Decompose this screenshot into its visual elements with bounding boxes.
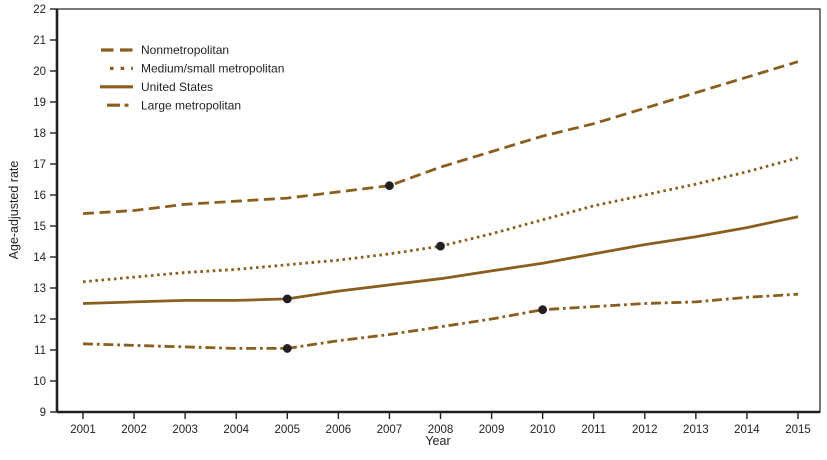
x-tick-label: 2012 [632,424,658,436]
y-tick-label: 19 [33,97,46,109]
y-tick-label: 9 [40,407,46,419]
y-tick-label: 16 [33,190,46,202]
joinpoint-marker-large-metropolitan-2010 [538,305,548,315]
y-tick-label: 15 [33,221,46,233]
x-tick-label: 2010 [530,424,556,436]
legend-label-united-states: United States [141,80,213,94]
legend-label-large-metropolitan: Large metropolitan [141,98,241,112]
y-tick-label: 13 [33,283,46,295]
y-tick-label: 20 [33,66,46,78]
x-tick-label: 2005 [274,424,300,436]
x-tick-label: 2001 [70,424,96,436]
x-tick-label: 2009 [479,424,505,436]
x-tick-label: 2002 [121,424,147,436]
x-tick-label: 2015 [785,424,811,436]
joinpoint-marker-united-states-2005 [282,294,292,304]
x-tick-label: 2004 [223,424,249,436]
plot-layer: 9 10 11 12 13 14 15 16 17 18 19 20 21 22 2001 2002 2003 2… [33,4,821,436]
x-tick-label: 2014 [734,424,760,436]
x-tick-label: 2011 [581,424,606,436]
y-axis-title: Age-adjusted rate [7,161,21,260]
series-line-large-metropolitan [82,292,799,350]
legend-label-medium-small-metropolitan: Medium/small metropolitan [141,62,284,76]
y-tick-label: 10 [33,376,46,388]
joinpoint-marker-nonmetropolitan-2007 [385,181,394,191]
y-tick-label: 11 [34,345,46,357]
x-tick-label: 2007 [377,424,403,436]
x-tick-label: 2008 [428,424,454,436]
y-tick-label: 22 [33,4,46,16]
x-tick-label: 2013 [683,424,709,436]
y-tick-label: 14 [33,252,46,264]
y-tick-label: 12 [33,314,46,326]
series-line-medium-small-metropolitan [82,156,799,284]
x-tick-label: 2003 [172,424,198,436]
series-line-nonmetropolitan [82,60,799,215]
y-tick-label: 21 [33,35,46,47]
y-tick-label: 18 [33,128,46,140]
x-tick-label: 2006 [326,424,352,436]
series-line-united-states [82,215,799,305]
joinpoint-marker-large-metropolitan-2005 [282,344,292,353]
y-tick-label: 17 [33,159,46,171]
joinpoint-marker-medium-small-metropolitan-2008 [436,241,445,251]
x-axis-title: Year [425,434,450,448]
legend-label-nonmetropolitan: Nonmetropolitan [141,43,229,57]
